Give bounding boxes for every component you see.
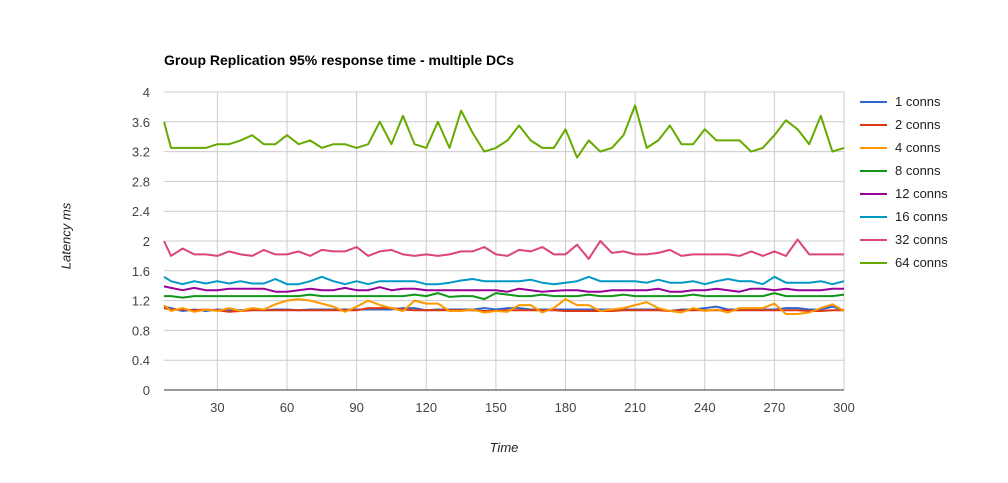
y-tick-label: 4	[143, 85, 150, 100]
series-line-32-conns[interactable]	[163, 238, 844, 260]
y-tick-label: 3.2	[132, 145, 150, 160]
legend-label: 32 conns	[895, 232, 948, 247]
legend-swatch-icon	[860, 100, 887, 103]
x-tick-label: 300	[833, 400, 855, 415]
legend-label: 4 conns	[895, 140, 941, 155]
legend-item[interactable]: 4 conns	[860, 136, 948, 159]
x-tick-label: 30	[210, 400, 224, 415]
x-tick-label: 180	[555, 400, 577, 415]
legend-label: 1 conns	[895, 94, 941, 109]
y-tick-label: 0.8	[132, 323, 150, 338]
legend-item[interactable]: 2 conns	[860, 113, 948, 136]
series-line-8-conns[interactable]	[164, 292, 845, 301]
legend-swatch-icon	[860, 238, 887, 241]
x-axis-label: Time	[489, 440, 519, 455]
legend-swatch-icon	[860, 192, 887, 195]
series-line-4-conns[interactable]	[163, 298, 845, 315]
x-tick-label: 60	[280, 400, 294, 415]
legend-swatch-icon	[860, 261, 887, 264]
gridlines	[164, 91, 845, 390]
series-line-12-conns[interactable]	[163, 285, 844, 293]
legend-item[interactable]: 16 conns	[860, 205, 948, 228]
legend-label: 12 conns	[895, 186, 948, 201]
x-tick-label: 90	[349, 400, 363, 415]
y-tick-label: 3.6	[132, 115, 150, 130]
legend-item[interactable]: 8 conns	[860, 159, 948, 182]
y-tick-label: 0	[143, 383, 150, 398]
y-tick-label: 1.2	[132, 294, 150, 309]
x-tick-label: 270	[764, 400, 786, 415]
series-lines	[163, 104, 845, 315]
legend-label: 16 conns	[895, 209, 948, 224]
chart-title: Group Replication 95% response time - mu…	[164, 52, 515, 68]
legend-item[interactable]: 12 conns	[860, 182, 948, 205]
legend-swatch-icon	[860, 123, 887, 126]
y-tick-label: 1.6	[132, 264, 150, 279]
series-line-64-conns[interactable]	[163, 104, 845, 159]
legend-label: 8 conns	[895, 163, 941, 178]
y-tick-label: 2.8	[132, 174, 150, 189]
series-line-16-conns[interactable]	[163, 275, 845, 286]
axes: 0 0.4 0.8 1.2 1.6 2 2.4 2.8 3.2 3.6 4 30 60 90 120 150 1…	[132, 85, 855, 415]
x-tick-label: 150	[485, 400, 507, 415]
legend-item[interactable]: 32 conns	[860, 228, 948, 251]
legend-swatch-icon	[860, 146, 887, 149]
legend-label: 64 conns	[895, 255, 948, 270]
legend-item[interactable]: 1 conns	[860, 90, 948, 113]
legend-label: 2 conns	[895, 117, 941, 132]
x-tick-label: 210	[624, 400, 646, 415]
legend-swatch-icon	[860, 215, 887, 218]
y-tick-label: 0.4	[132, 353, 150, 368]
legend-item[interactable]: 64 conns	[860, 251, 948, 274]
legend: 1 conns 2 conns 4 conns 8 conns 12 conns 16 c…	[860, 90, 948, 274]
y-tick-label: 2	[143, 234, 150, 249]
y-tick-label: 2.4	[132, 204, 150, 219]
x-tick-label: 240	[694, 400, 716, 415]
legend-swatch-icon	[860, 169, 887, 172]
x-tick-label: 120	[415, 400, 437, 415]
